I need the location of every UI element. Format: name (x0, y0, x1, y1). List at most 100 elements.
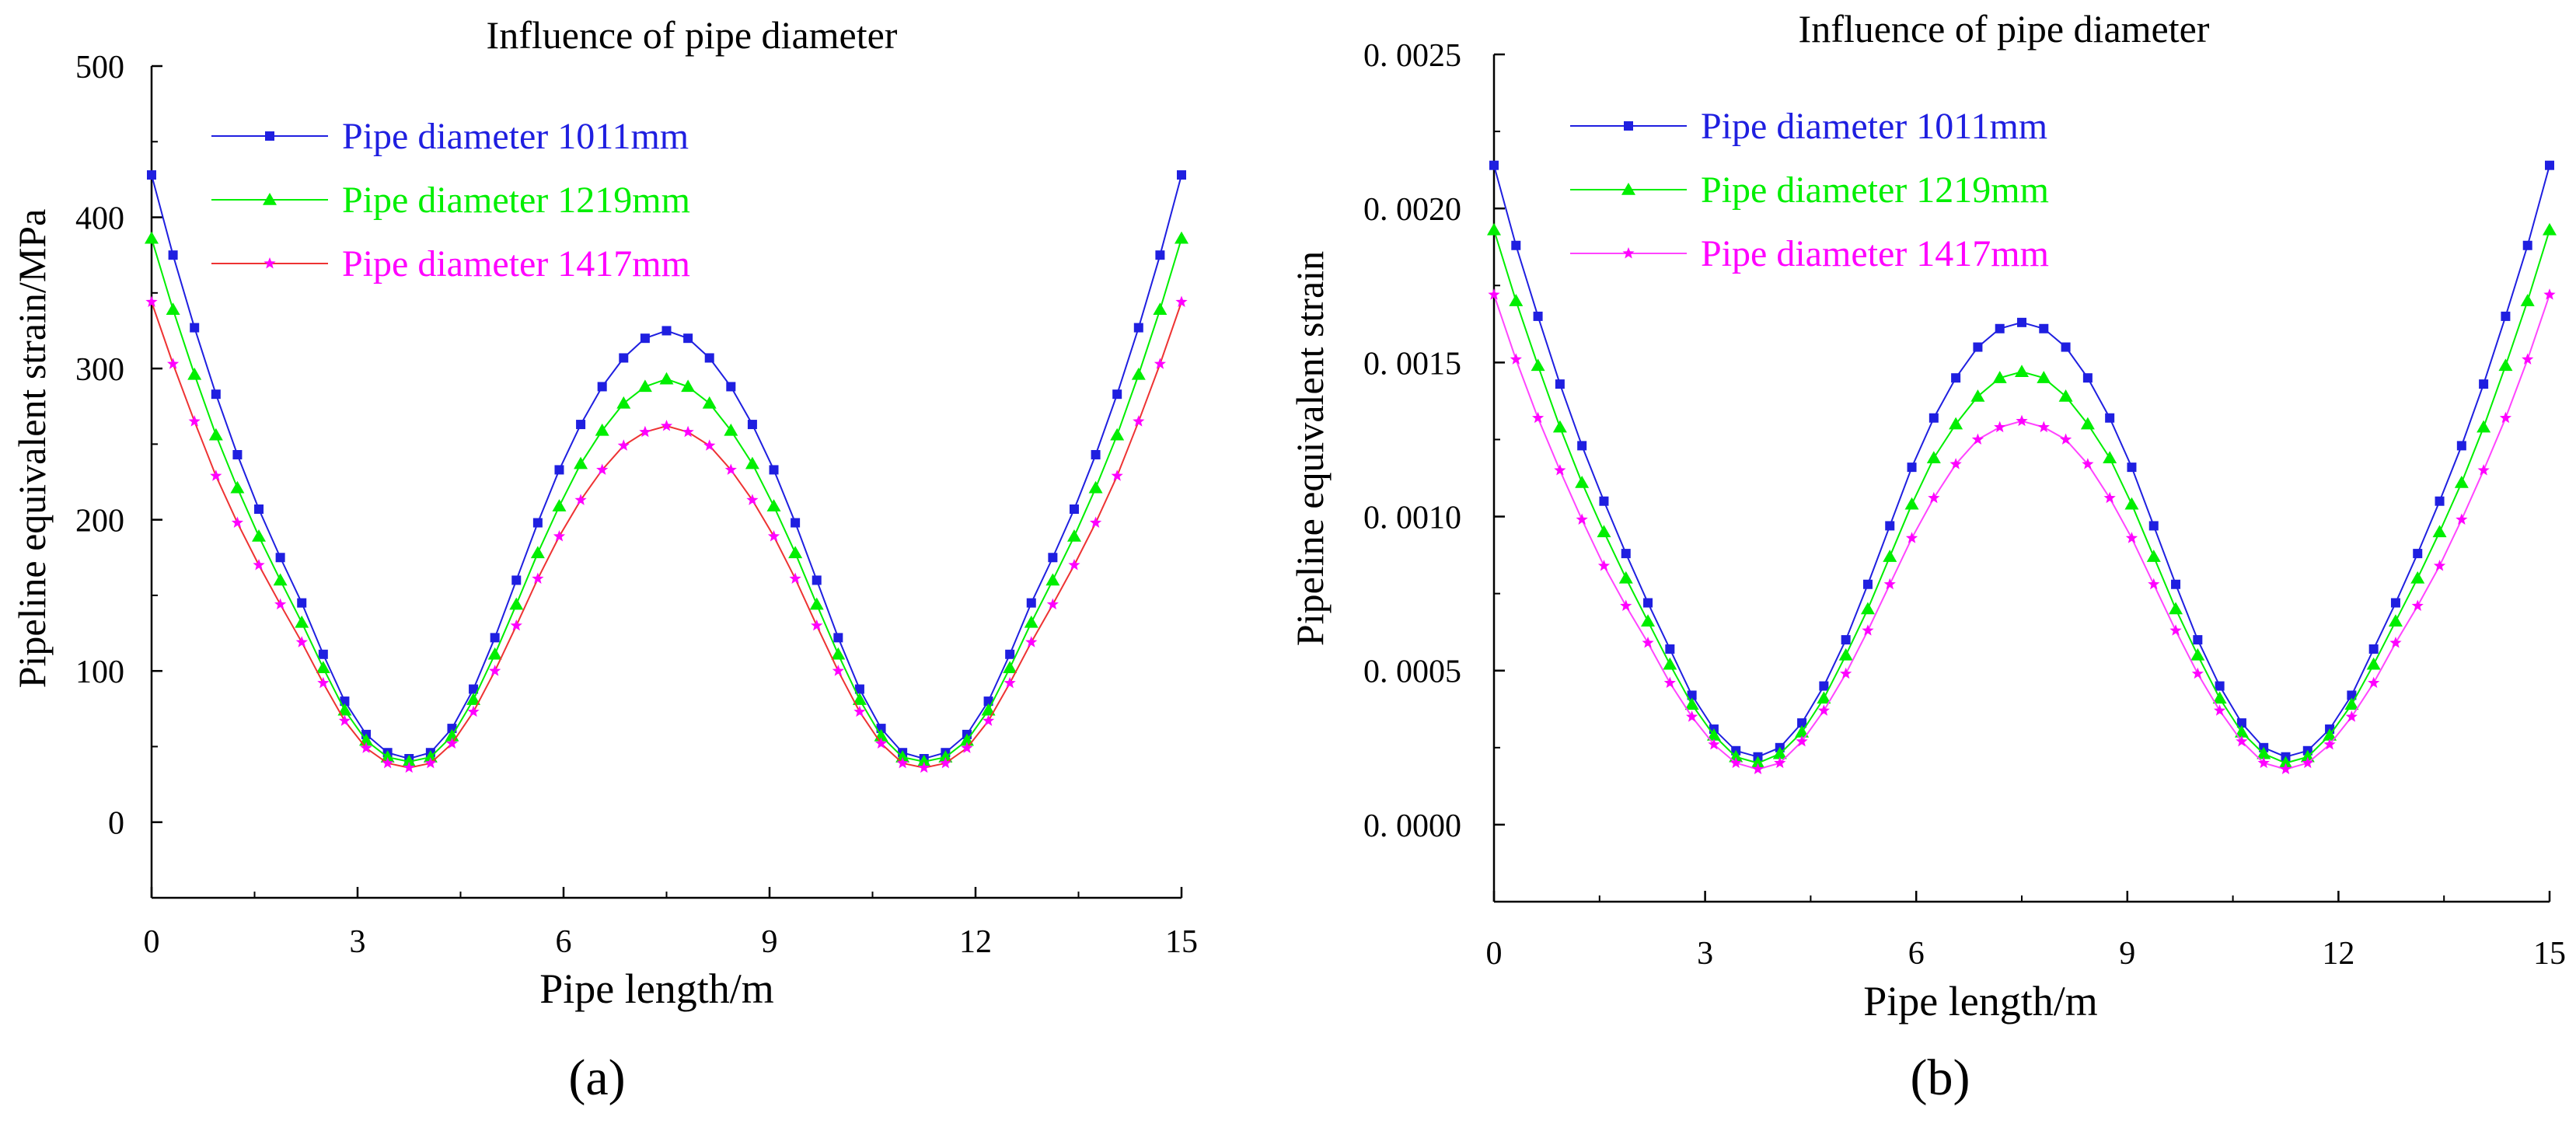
data-point (640, 333, 650, 344)
data-point (403, 761, 415, 773)
data-point (574, 494, 587, 505)
legend-entry: Pipe diameter 1417mm (211, 243, 690, 284)
y-tick-label: 0. 0015 (1363, 346, 1461, 382)
chart-panel-a: Influence of pipe diameter Pipeline equi… (10, 13, 1198, 1106)
data-point (789, 572, 801, 584)
data-point (1175, 231, 1189, 244)
data-point (2344, 697, 2359, 710)
data-point (1795, 725, 1810, 738)
legend-marker (263, 193, 277, 205)
data-point (2501, 311, 2511, 321)
data-point (574, 456, 588, 469)
data-point (295, 636, 308, 648)
data-point (275, 553, 285, 563)
legend-marker (265, 131, 274, 141)
y-tick-label: 100 (75, 655, 124, 690)
data-point (918, 761, 930, 773)
x-tick-label: 12 (2322, 936, 2354, 972)
data-point (1133, 323, 1143, 333)
series-line (1493, 229, 2550, 764)
data-point (2411, 599, 2424, 611)
x-tick-label: 9 (762, 924, 778, 960)
data-point (1949, 458, 1962, 469)
data-point (1621, 549, 1631, 559)
data-point (318, 649, 328, 659)
series-layer (1487, 160, 2557, 775)
data-point (704, 353, 714, 363)
data-point (896, 756, 909, 769)
data-point (854, 684, 864, 694)
data-point (2190, 648, 2205, 661)
data-point (1153, 302, 1168, 315)
data-point (490, 633, 500, 643)
data-point (2257, 756, 2270, 769)
data-point (1599, 496, 1609, 506)
data-point (2103, 491, 2116, 504)
data-point (1552, 420, 1567, 433)
data-point (1618, 571, 1633, 584)
data-point (532, 518, 543, 528)
data-point (445, 737, 459, 749)
data-point (2215, 681, 2225, 691)
chart-title: Influence of pipe diameter (1799, 7, 2210, 51)
data-point (2520, 294, 2535, 306)
data-point (766, 499, 781, 511)
axes: 0. 0000 0. 0005 0. 0010 0. 0015 0. 0020 0. 00… (1363, 38, 2566, 972)
data-point (1772, 746, 1787, 759)
data-point (2169, 602, 2183, 615)
data-point (616, 396, 631, 409)
data-point (2498, 358, 2513, 372)
data-point (402, 754, 417, 767)
data-point (1554, 464, 1566, 476)
data-point (2347, 690, 2357, 700)
data-point (1555, 379, 1565, 389)
data-point (724, 463, 737, 475)
data-point (2323, 728, 2337, 741)
data-point (208, 428, 223, 441)
data-point (597, 382, 607, 392)
data-point (703, 439, 716, 451)
data-point (1750, 756, 1765, 769)
data-point (2477, 420, 2491, 433)
data-point (553, 530, 566, 542)
data-point (1025, 636, 1038, 648)
chart-panel-b: Influence of pipe diameter Pipeline equi… (1288, 7, 2566, 1106)
series-3 (145, 295, 1188, 773)
data-point (232, 449, 243, 459)
data-point (2435, 496, 2445, 506)
data-point (2545, 160, 2554, 170)
series-layer (145, 170, 1189, 773)
data-point (2410, 571, 2425, 584)
data-point (1068, 559, 1080, 571)
data-point (831, 647, 846, 660)
data-point (509, 597, 524, 610)
data-point (1905, 532, 1918, 543)
data-point (2124, 497, 2139, 510)
data-point (2499, 411, 2512, 424)
series-1 (1489, 160, 2554, 762)
data-point (1509, 294, 1524, 306)
data-point (187, 367, 202, 380)
data-point (337, 703, 352, 716)
legend-marker (1622, 247, 1635, 259)
data-point (1004, 676, 1016, 689)
data-point (1511, 240, 1521, 250)
data-point (1973, 342, 1983, 352)
data-point (231, 516, 244, 528)
data-point (2191, 667, 2204, 679)
data-point (2016, 414, 2028, 427)
x-tick-label: 0 (1486, 936, 1503, 972)
chart-title: Influence of pipe diameter (487, 13, 898, 57)
data-point (833, 633, 843, 643)
data-point (2543, 288, 2556, 300)
data-point (2366, 657, 2381, 670)
data-point (1641, 614, 1656, 627)
legend-marker (1624, 121, 1633, 131)
data-point (1838, 648, 1853, 661)
data-point (681, 379, 696, 393)
data-point (1817, 691, 1831, 704)
data-point (1154, 358, 1166, 369)
data-point (1885, 521, 1895, 531)
data-point (1488, 288, 1500, 300)
data-point (2302, 756, 2314, 769)
